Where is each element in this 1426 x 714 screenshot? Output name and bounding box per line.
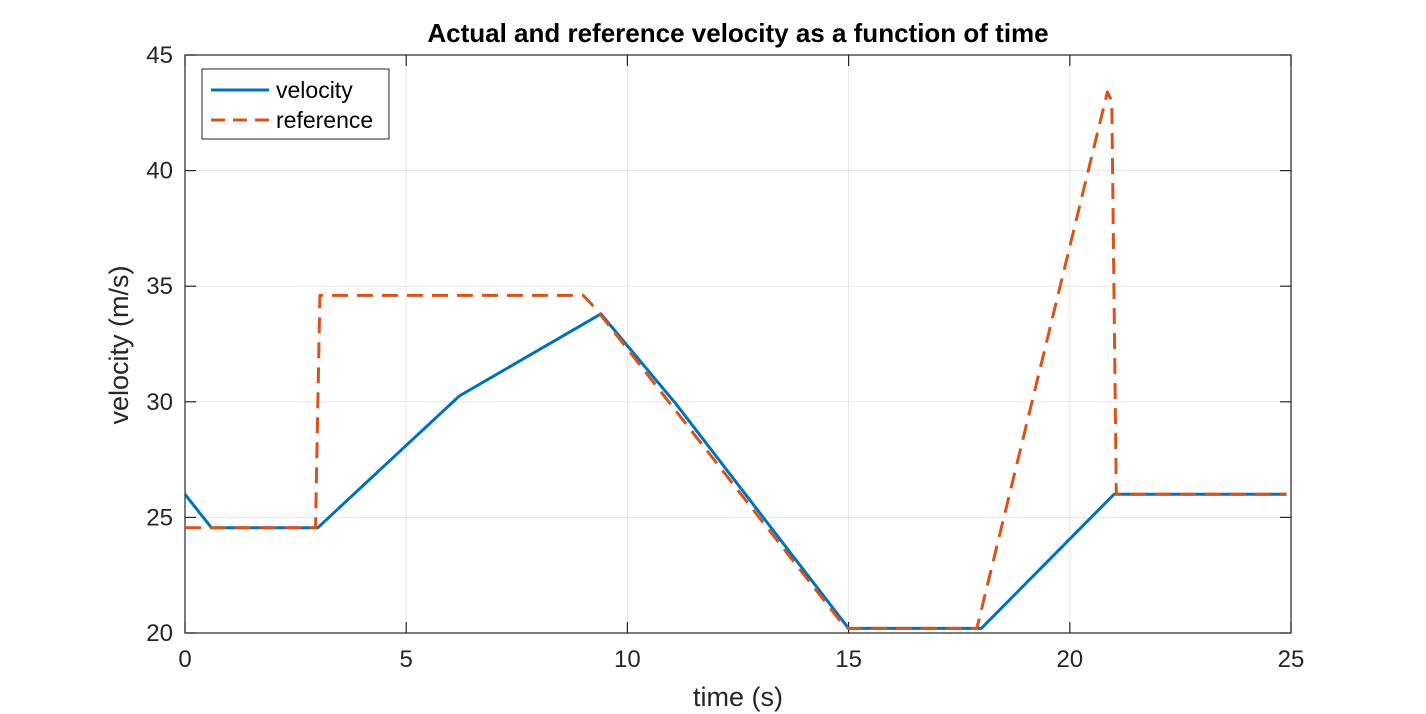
chart-title: Actual and reference velocity as a funct…: [427, 18, 1048, 48]
y-axis-label: velocity (m/s): [104, 265, 134, 424]
series-line-reference: [185, 90, 1287, 630]
series-lines: [183, 90, 1287, 630]
legend-label-velocity: velocity: [276, 77, 353, 103]
series-line-velocity: [183, 312, 1287, 630]
y-tick-label: 45: [146, 42, 173, 69]
plot-area: [184, 54, 1292, 634]
legend: velocity reference: [201, 68, 390, 140]
x-tick-label: 25: [1278, 646, 1305, 673]
y-tick-label: 35: [146, 273, 173, 300]
x-tick-label: 15: [835, 646, 862, 673]
legend-box: [201, 68, 390, 140]
x-tick-label: 5: [400, 646, 413, 673]
y-tick-label: 30: [146, 389, 173, 416]
x-tick-label: 0: [178, 646, 191, 673]
x-tick-label: 20: [1056, 646, 1083, 673]
y-tick-label: 25: [146, 504, 173, 531]
legend-label-reference: reference: [276, 107, 373, 133]
y-tick-label: 40: [146, 158, 173, 185]
y-tick-label: 20: [146, 620, 173, 647]
grid: [184, 54, 1292, 634]
x-tick-label: 10: [614, 646, 641, 673]
x-axis-label: time (s): [693, 682, 783, 712]
axis-ticks: 0 5 10 15 20 25 20 25 30 35 40 45: [146, 42, 1304, 673]
